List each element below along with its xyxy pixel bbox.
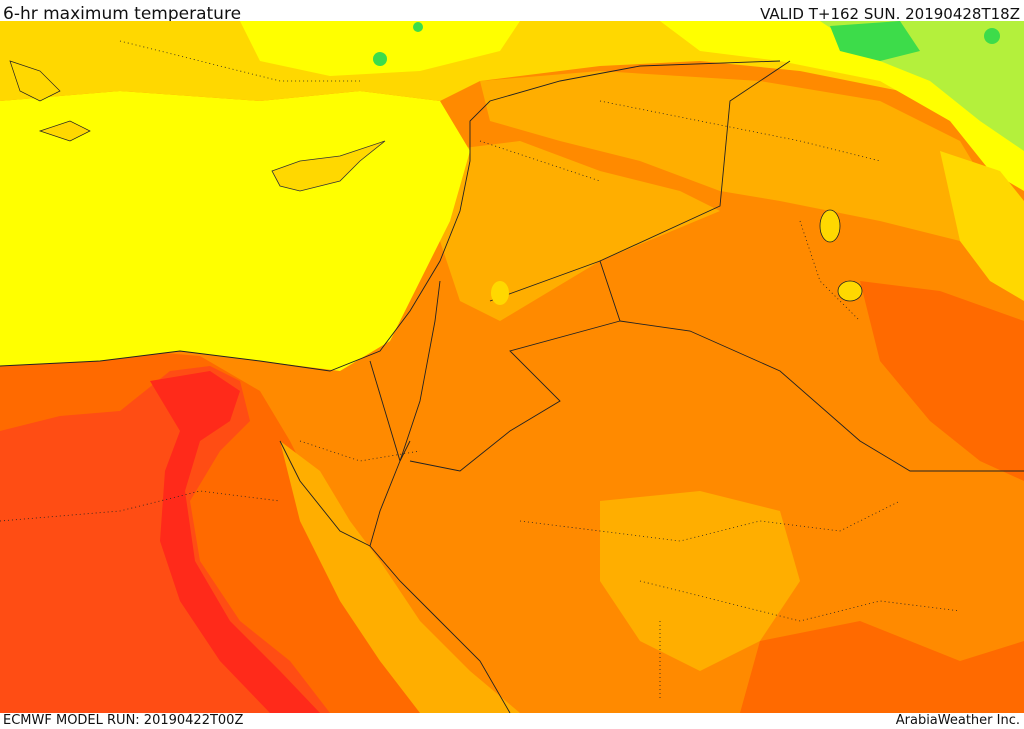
nile-red bbox=[150, 371, 320, 713]
anatolia-yellow bbox=[240, 21, 520, 76]
south-hot-zone bbox=[740, 621, 1024, 713]
hot-spot-yellow bbox=[491, 281, 509, 305]
model-run-label: ECMWF MODEL RUN: 20190422T00Z bbox=[3, 713, 244, 728]
coastlines bbox=[0, 60, 781, 713]
province-borders bbox=[0, 40, 961, 701]
valid-time: VALID T+162 SUN. 20190428T18Z bbox=[760, 5, 1020, 21]
header-bar: 6-hr maximum temperature VALID T+162 SUN… bbox=[0, 0, 1024, 21]
arabia-amber bbox=[600, 491, 800, 671]
cyprus bbox=[271, 140, 386, 192]
green-spot-north-2 bbox=[413, 22, 423, 32]
map-canvas bbox=[0, 21, 1024, 713]
zagros-yellow bbox=[940, 151, 1024, 301]
levant-amber bbox=[440, 141, 720, 321]
green-spot-north bbox=[373, 52, 387, 66]
red-sea-amber bbox=[280, 441, 520, 713]
footer-bar: ECMWF MODEL RUN: 20190422T00Z ArabiaWeat… bbox=[0, 713, 1024, 729]
lake-1 bbox=[819, 209, 841, 243]
syria-amber bbox=[480, 71, 990, 241]
green-spot-east bbox=[984, 28, 1000, 44]
provider-label: ArabiaWeather Inc. bbox=[895, 713, 1020, 728]
gulf-hot-zone bbox=[860, 281, 1024, 481]
crete-coast bbox=[38, 120, 91, 142]
map-title: 6-hr maximum temperature bbox=[3, 4, 242, 21]
lake-2 bbox=[837, 280, 863, 302]
northeast-green bbox=[830, 21, 920, 61]
aegean-islands bbox=[9, 60, 61, 102]
temperature-map[interactable] bbox=[0, 21, 1024, 713]
